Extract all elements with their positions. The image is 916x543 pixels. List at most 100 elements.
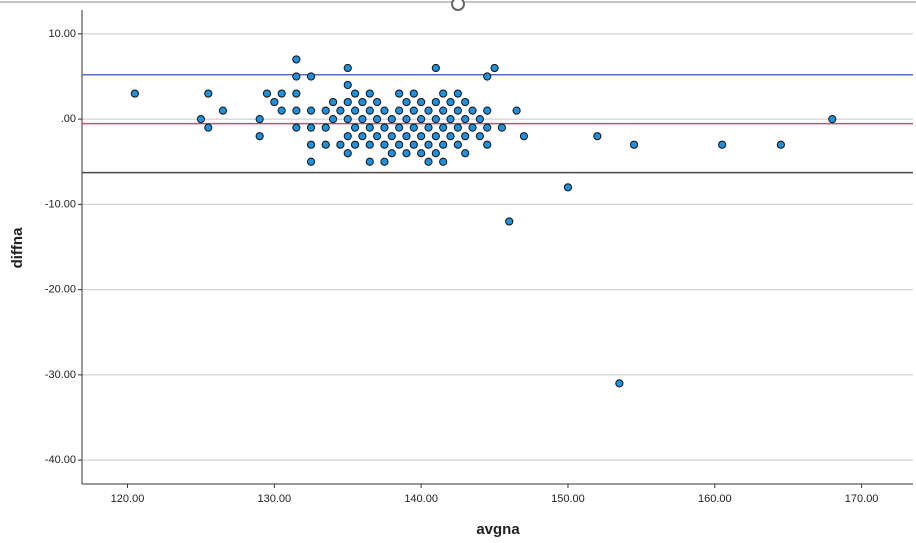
point [204, 89, 213, 98]
point [431, 63, 440, 73]
y-tick-label: .00 [61, 113, 76, 125]
point [350, 123, 360, 132]
point [218, 106, 228, 115]
point [321, 106, 330, 115]
point [350, 89, 360, 98]
point [417, 132, 426, 141]
point [395, 123, 404, 132]
point [358, 132, 367, 141]
point [321, 140, 330, 149]
resize-handle[interactable] [451, 0, 465, 11]
point [292, 89, 301, 98]
point [629, 140, 639, 149]
point [321, 123, 330, 132]
point [255, 115, 264, 124]
point [461, 97, 470, 107]
point [292, 106, 301, 115]
point [409, 140, 418, 149]
point [615, 379, 624, 388]
point [343, 63, 352, 73]
point [446, 115, 455, 124]
point [402, 115, 411, 124]
point [475, 132, 484, 141]
point [365, 89, 374, 98]
point [468, 106, 477, 115]
point [439, 106, 448, 115]
y-tick-label: -20.00 [45, 284, 76, 296]
point [306, 123, 316, 132]
y-tick-label: 10.00 [48, 28, 76, 40]
point [439, 123, 448, 132]
x-axis-title: avgna [476, 521, 520, 538]
point [336, 106, 345, 115]
point [350, 140, 360, 149]
point [350, 106, 360, 115]
point [483, 123, 492, 132]
point [343, 80, 352, 90]
point [424, 106, 433, 115]
point [431, 132, 440, 141]
point [439, 140, 448, 149]
point [431, 97, 440, 107]
point [380, 123, 389, 132]
point [292, 123, 301, 132]
x-tick-label: 140.00 [404, 493, 438, 505]
point [409, 106, 418, 115]
point [402, 149, 411, 158]
point [461, 149, 470, 158]
y-tick-label: -30.00 [45, 369, 76, 381]
point [336, 140, 345, 149]
point [505, 217, 514, 226]
point [395, 140, 404, 149]
point [343, 132, 352, 141]
point [130, 89, 139, 98]
x-tick-label: 160.00 [698, 493, 732, 505]
point [424, 123, 433, 132]
point [255, 132, 264, 141]
point [431, 115, 440, 124]
point [395, 106, 404, 115]
point [402, 97, 411, 107]
point [417, 115, 426, 124]
point [453, 123, 462, 132]
point [483, 140, 492, 149]
point [365, 106, 374, 115]
point [387, 149, 396, 158]
point [453, 140, 462, 149]
point [424, 140, 433, 149]
point [776, 140, 785, 149]
point [343, 149, 352, 158]
point [483, 72, 492, 81]
point [424, 157, 433, 166]
point [380, 106, 389, 115]
point [343, 97, 352, 107]
point [204, 123, 213, 132]
point [365, 140, 374, 149]
point [461, 132, 470, 141]
point [461, 115, 470, 124]
point [380, 157, 389, 166]
point [292, 72, 301, 81]
point [358, 115, 367, 124]
point [468, 123, 477, 132]
y-tick-label: -10.00 [45, 198, 76, 210]
point [306, 72, 316, 81]
point [395, 89, 404, 98]
point [387, 132, 396, 141]
point [453, 106, 462, 115]
point [417, 149, 426, 158]
point [328, 97, 338, 107]
x-tick-label: 170.00 [845, 493, 879, 505]
point [718, 140, 727, 149]
point [409, 89, 418, 98]
point [196, 115, 206, 124]
point [475, 115, 484, 124]
point [292, 55, 301, 64]
x-tick-label: 130.00 [258, 493, 292, 505]
point [490, 63, 499, 73]
point [373, 97, 382, 107]
point [439, 89, 448, 98]
point [497, 123, 507, 132]
point [365, 157, 374, 166]
point [358, 97, 367, 107]
